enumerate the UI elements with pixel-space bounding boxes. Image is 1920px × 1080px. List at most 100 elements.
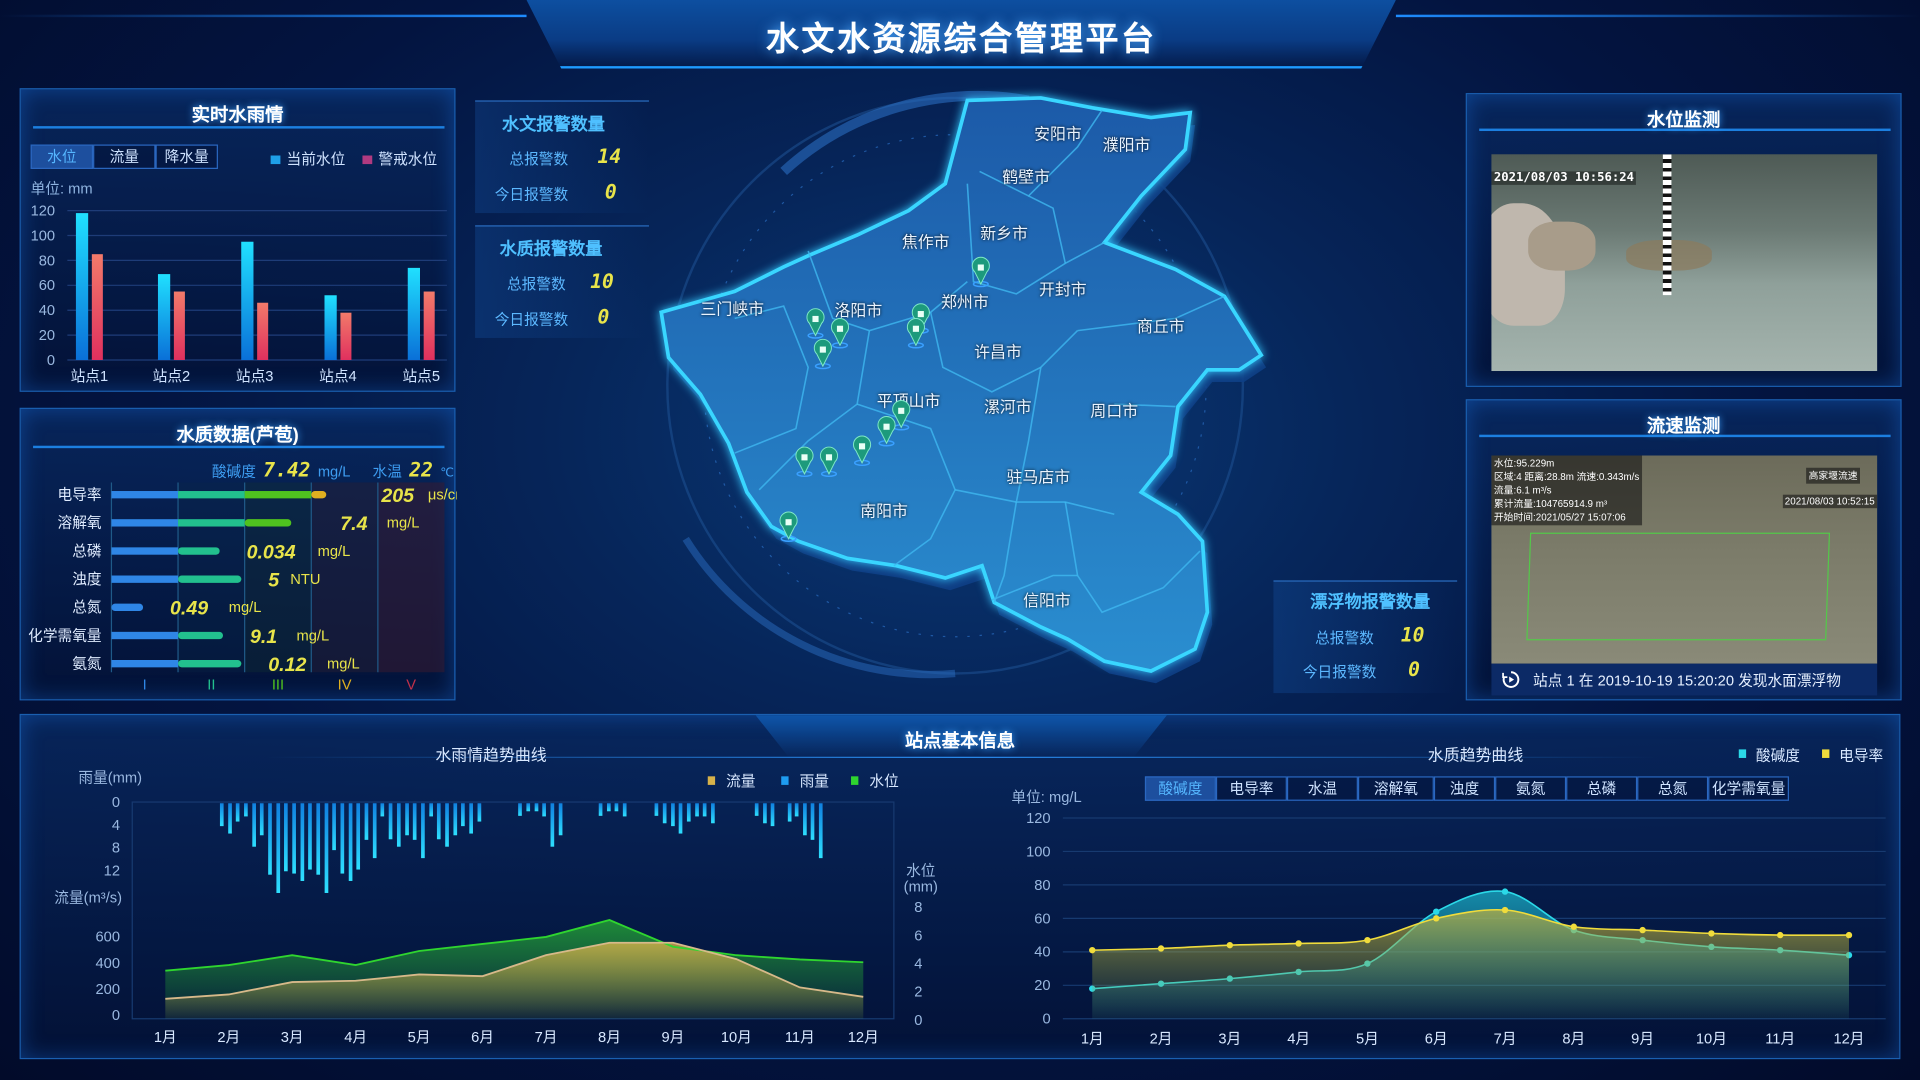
station-pin-icon[interactable] (795, 446, 814, 478)
temp-label: 水温 (372, 462, 402, 481)
pin-body (877, 416, 896, 445)
title-underline (265, 756, 1657, 758)
alarm-today-label: 今日报警数 (1302, 663, 1377, 681)
ph-label: 酸碱度 (211, 462, 256, 481)
realtime-panel: 实时水雨情 水位 流量 降水量 单位: mm 当前水位 警戒水位 0 20 40 60 80… (19, 88, 456, 392)
alarm-title: 水质报警数量 (499, 238, 603, 259)
water-quality-bars: IIIIIIIVV电导率205μs/cm溶解氧7.4mg/L总磷0.034mg/… (28, 482, 457, 693)
station-info-panel: 站点基本信息 (19, 713, 1901, 1060)
city-border (734, 305, 809, 454)
quality-bar-segment (178, 519, 245, 527)
header-banner (526, 0, 1396, 69)
station-pin-icon[interactable] (877, 416, 896, 447)
quality-bar-segment (111, 660, 179, 668)
quality-bar-segment (111, 631, 179, 640)
tab-0[interactable]: 酸碱度 (1144, 776, 1216, 801)
city-border (1028, 195, 1067, 264)
tab-7[interactable]: 总氮 (1637, 776, 1709, 801)
y-tick-label: 100 (31, 228, 56, 244)
x-tick-label: 站点4 (319, 368, 357, 385)
x-tick-label: 站点2 (153, 368, 191, 385)
tab-4[interactable]: 浊度 (1433, 776, 1496, 801)
station-pin-icon[interactable] (819, 446, 839, 478)
pin-body (819, 446, 839, 475)
station-pin-icon[interactable] (779, 511, 798, 542)
pin-body (852, 435, 872, 464)
tab-1[interactable]: 流量 (93, 144, 156, 169)
alert-caption: 站点 1 在 2019-10-19 15:20:20 发现水面漂浮物 (1533, 671, 1841, 689)
site-name: 高家堰流速 (1806, 467, 1861, 484)
tab-2[interactable]: 水温 (1286, 776, 1358, 801)
quality-bar-segment (178, 547, 220, 555)
city-border (1064, 501, 1201, 614)
quality-row-value: 205 (380, 485, 415, 507)
legend: 当前水位 警戒水位 (270, 148, 437, 169)
station-pin-icon[interactable] (830, 318, 850, 349)
water-quality-panel: 水质数据(芦苞) 酸碱度 7.42 mg/L 水温 22 ℃ I II III IV V… (19, 407, 457, 701)
unit-label: 单位: mm (30, 180, 93, 198)
legend-swatch (270, 155, 281, 165)
pin-body (830, 318, 850, 347)
flow-camera-feed[interactable]: 水位:95.229m 区域:4 距离:28.8m 流速:0.343m/s 流量:6.… (1491, 455, 1878, 664)
quality-bar-segment (178, 631, 224, 640)
title-underline (33, 431, 445, 449)
quality-bar-segment (111, 547, 179, 555)
tab-6[interactable]: 总磷 (1566, 776, 1638, 801)
legend-swatch (362, 155, 373, 165)
tab-2[interactable]: 降水量 (155, 144, 218, 169)
bar-warning-level (423, 291, 435, 361)
pin-body (906, 318, 925, 347)
city-label: 南阳市 (860, 503, 908, 521)
tab-8[interactable]: 化学需氧量 (1708, 776, 1789, 801)
tab-5[interactable]: 氨氮 (1495, 776, 1567, 801)
station-pin-icon[interactable] (806, 308, 825, 339)
title-underline (1479, 420, 1891, 438)
legend-current: 当前水位 (270, 148, 345, 169)
station-pin-icon[interactable] (852, 435, 872, 467)
realtime-tabs: 水位 流量 降水量 (30, 144, 218, 169)
flow-monitor-panel: 流速监测 水位:95.229m 区域:4 距离:28.8m 流速:0.343m/s… (1465, 399, 1902, 701)
rock-image (1528, 221, 1596, 271)
bar-warning-level (173, 291, 185, 361)
alarm-total-value: 10 (590, 269, 614, 293)
overlay-line: 流量:6.1 m³/s (1493, 484, 1552, 496)
city-label: 新乡市 (980, 225, 1028, 243)
replay-icon[interactable] (1501, 670, 1521, 690)
y-tick-label: 80 (39, 253, 55, 269)
alert-caption-bar: 站点 1 在 2019-10-19 15:20:20 发现水面漂浮物 (1491, 663, 1878, 696)
header-line-left (0, 14, 527, 18)
city-label: 三门峡市 (700, 301, 764, 319)
grade-label: II (207, 677, 215, 693)
city-label: 洛阳市 (835, 302, 883, 320)
quality-row-unit: μs/cm (428, 488, 457, 504)
station-pin-icon[interactable] (971, 256, 990, 288)
panel-title: 站点基本信息 (904, 731, 1016, 752)
pin-body (892, 400, 911, 429)
pin-glyph (883, 423, 890, 430)
tab-3[interactable]: 溶解氧 (1357, 776, 1434, 801)
water-level-camera-feed[interactable]: 2021/08/03 10:56:24 (1491, 154, 1878, 372)
tab-0[interactable]: 水位 (30, 144, 94, 169)
bar-warning-level (257, 302, 269, 361)
pin-glyph (801, 454, 808, 461)
hydro-alarm-block: 水文报警数量 总报警数 14 今日报警数 0 (475, 100, 649, 214)
station-pin-icon[interactable] (813, 338, 832, 370)
quality-bar-segment (244, 519, 292, 527)
quality-row-label: 总磷 (72, 543, 102, 560)
quality-summary: 酸碱度 7.42 mg/L 水温 22 ℃ (212, 458, 454, 481)
page-title: 水文水资源综合管理平台 (765, 20, 1157, 58)
quality-row-unit: mg/L (229, 600, 262, 616)
tab-1[interactable]: 电导率 (1215, 776, 1287, 801)
quality-bar-segment (311, 491, 327, 499)
city-border (1077, 295, 1225, 332)
camera-timestamp: 2021/08/03 10:56:24 (1491, 171, 1637, 185)
alarm-today-value: 0 (604, 180, 617, 204)
city-border (993, 501, 1018, 603)
station-pin-icon[interactable] (906, 318, 925, 349)
quality-row-label: 化学需氧量 (28, 627, 102, 644)
quality-alarm-block: 水质报警数量 总报警数 10 今日报警数 0 (475, 225, 649, 338)
quality-row-value: 0.034 (247, 541, 296, 563)
pin-body (806, 308, 825, 337)
city-label: 信阳市 (1023, 592, 1071, 610)
